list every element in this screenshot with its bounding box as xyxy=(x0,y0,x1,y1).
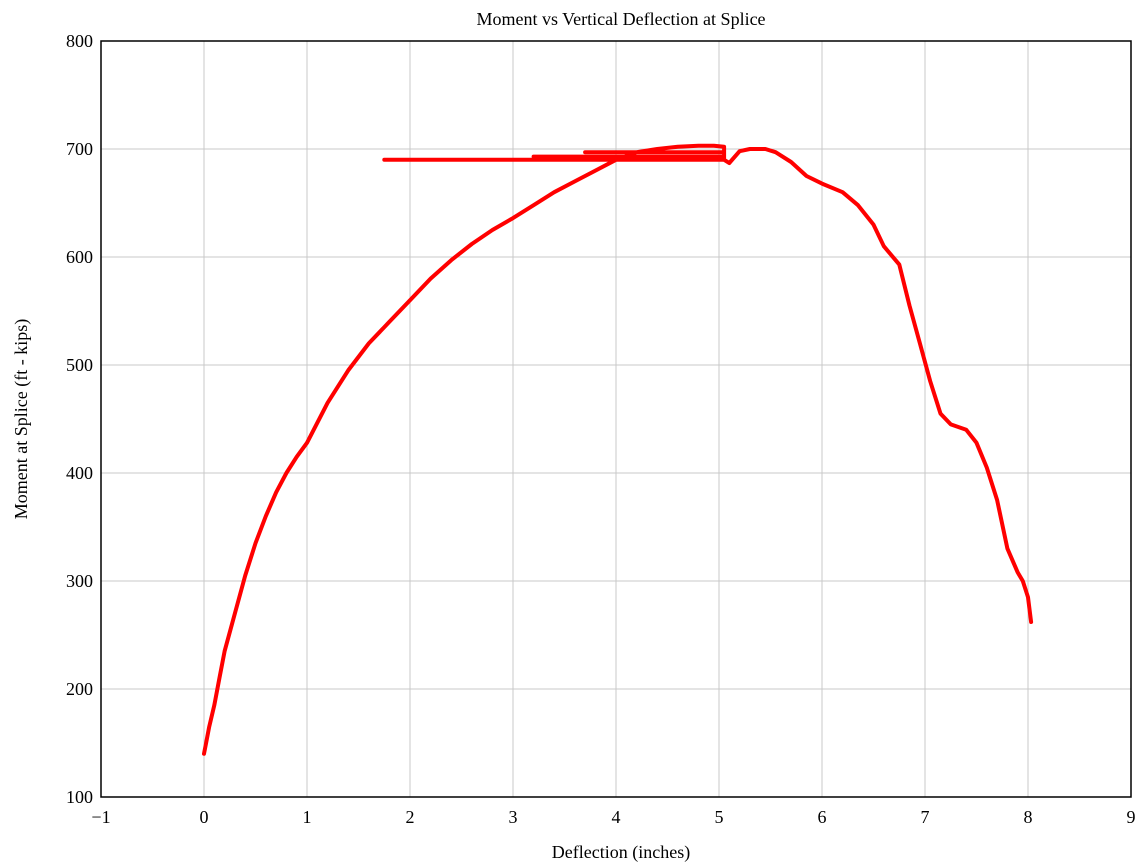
series-layer xyxy=(202,143,1034,756)
x-tick-label: 6 xyxy=(818,807,827,827)
plot-frame xyxy=(100,40,1132,798)
x-tick-label: 2 xyxy=(406,807,415,827)
y-tick-label: 400 xyxy=(66,463,93,483)
chart-title: Moment vs Vertical Deflection at Splice xyxy=(476,9,765,29)
x-tick-label: 5 xyxy=(715,807,724,827)
series-line-0 xyxy=(202,143,1034,756)
x-axis-label: Deflection (inches) xyxy=(552,842,690,863)
x-tick-label: 7 xyxy=(921,807,930,827)
y-tick-label: 300 xyxy=(66,571,93,591)
x-tick-labels: −1 0 1 2 3 4 5 6 7 8 9 xyxy=(91,807,1135,827)
y-tick-label: 800 xyxy=(66,31,93,51)
grid xyxy=(101,41,1131,797)
x-tick-label: 8 xyxy=(1024,807,1033,827)
x-tick-label: 9 xyxy=(1127,807,1136,827)
x-tick-label: 1 xyxy=(303,807,312,827)
y-tick-label: 500 xyxy=(66,355,93,375)
x-tick-label: 3 xyxy=(509,807,518,827)
y-axis-label: Moment at Splice (ft - kips) xyxy=(11,319,32,519)
y-tick-label: 700 xyxy=(66,139,93,159)
x-tick-label: 0 xyxy=(200,807,209,827)
y-tick-label: 600 xyxy=(66,247,93,267)
y-tick-labels: 100 200 300 400 500 600 700 800 xyxy=(66,31,93,807)
y-tick-label: 200 xyxy=(66,679,93,699)
x-tick-label: 4 xyxy=(612,807,621,827)
x-tick-label: −1 xyxy=(91,807,110,827)
y-tick-label: 100 xyxy=(66,787,93,807)
